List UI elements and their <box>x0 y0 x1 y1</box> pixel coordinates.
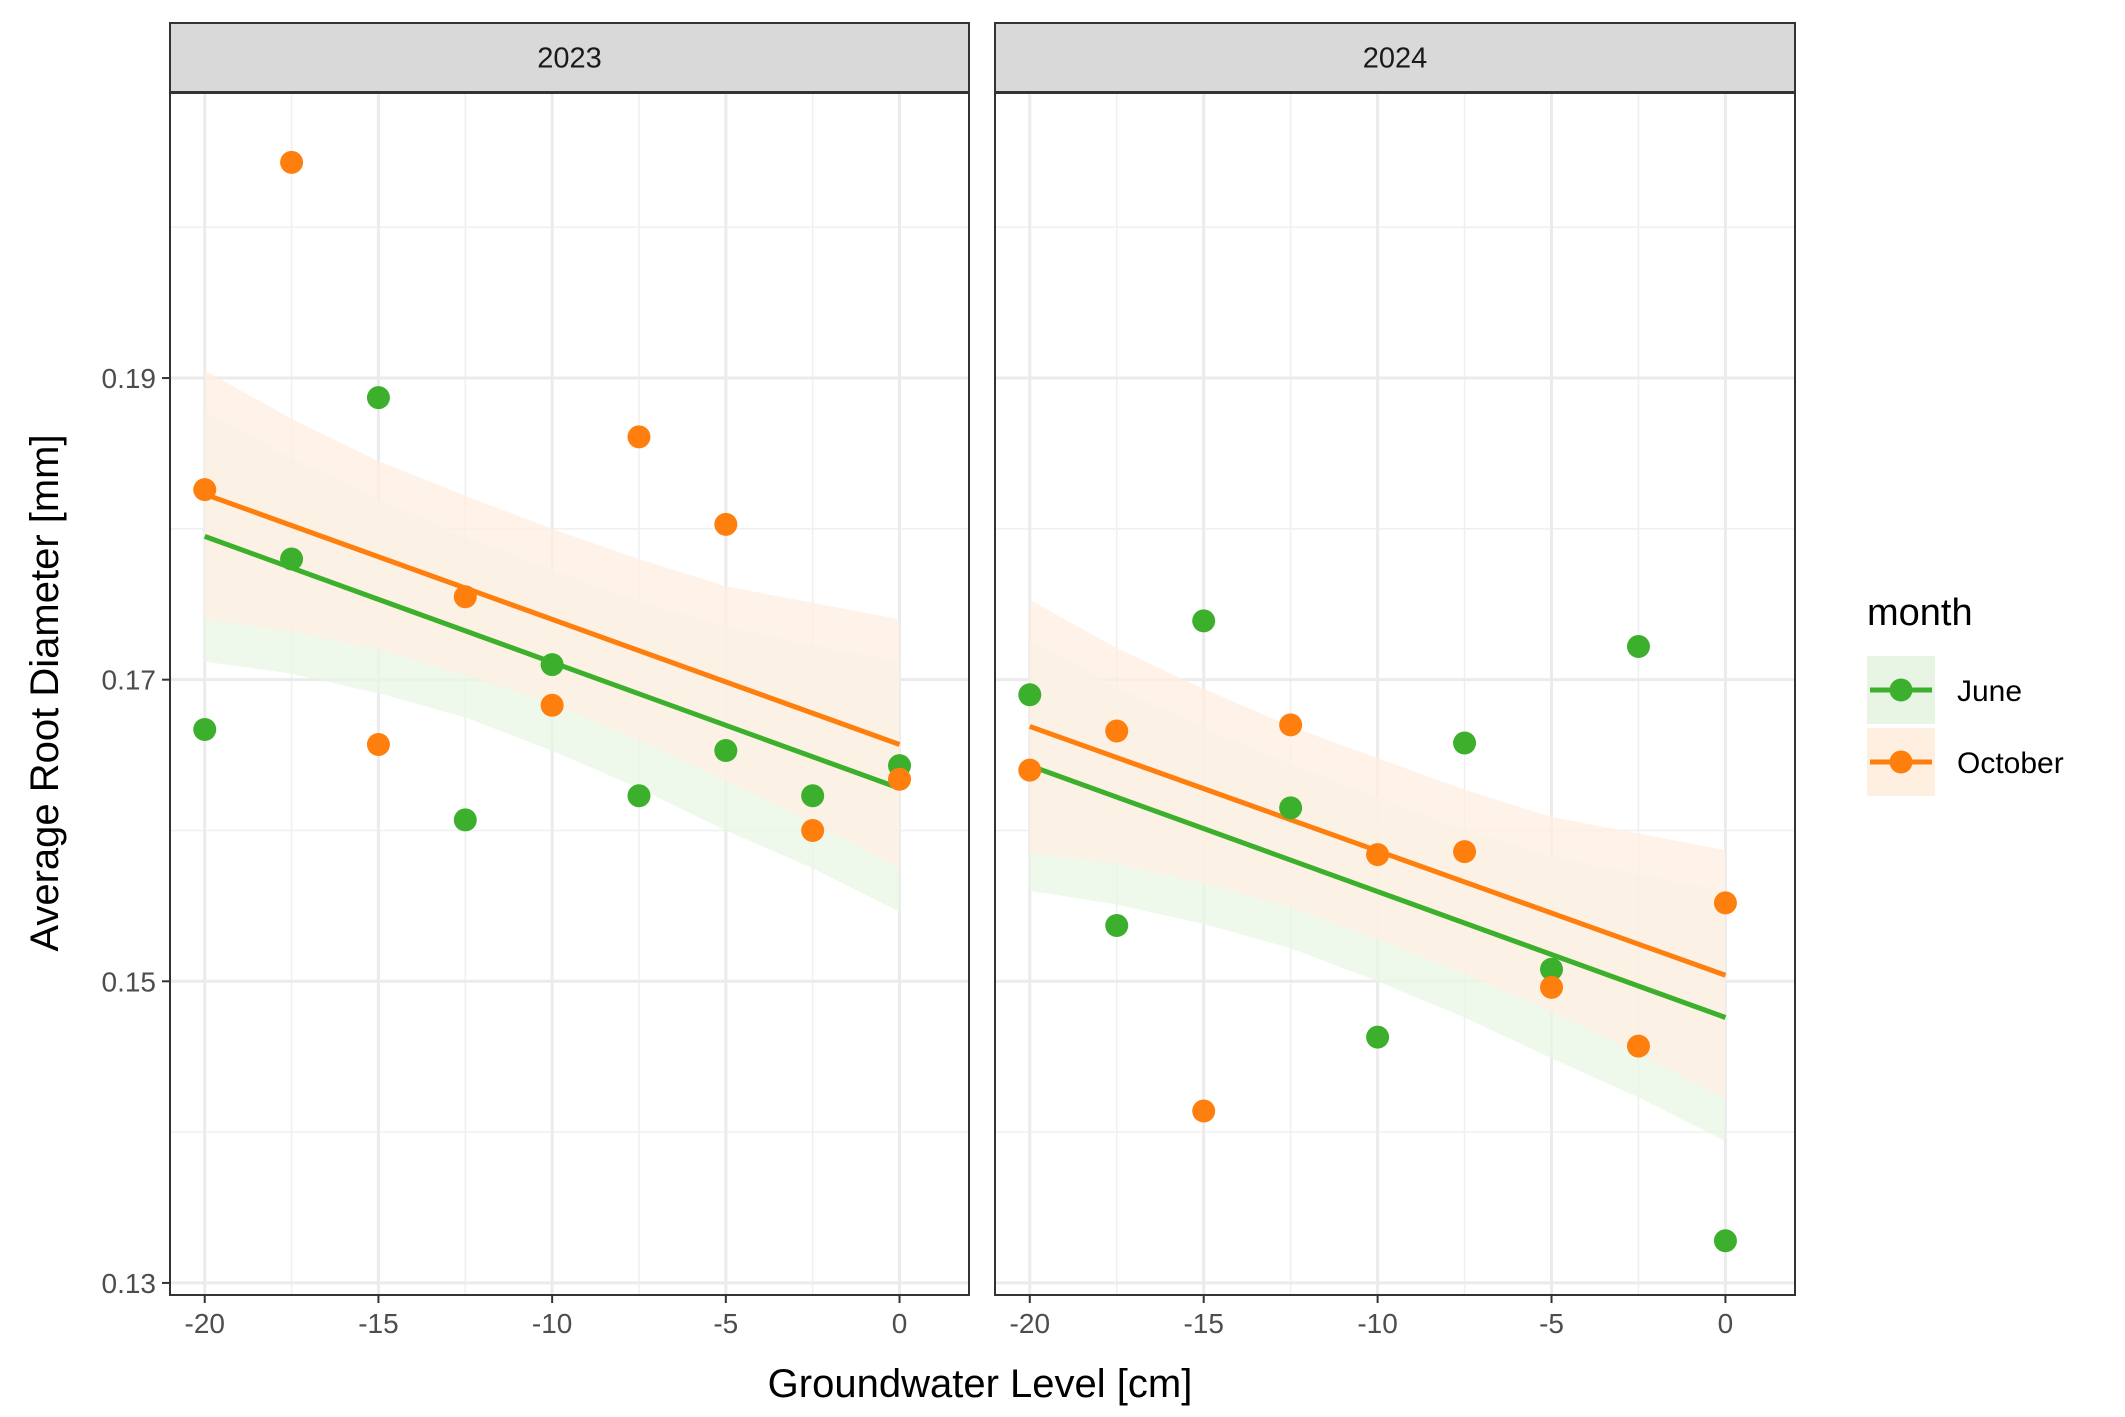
x-tick-label: -10 <box>1357 1308 1397 1339</box>
x-tick-label: -15 <box>358 1308 398 1339</box>
data-point-june <box>1713 1229 1737 1253</box>
y-tick-label: 0.19 <box>102 363 157 394</box>
x-tick-label: -5 <box>1539 1308 1564 1339</box>
data-point-june <box>714 739 738 763</box>
data-point-october <box>1105 719 1129 743</box>
panel-2024: 2024 <box>994 22 1796 1296</box>
data-point-october <box>888 767 912 791</box>
data-point-october <box>1192 1099 1216 1123</box>
data-point-october <box>366 733 390 757</box>
data-point-october <box>1366 843 1390 867</box>
y-axis: 0.13 0.15 0.17 0.19 <box>102 363 170 1299</box>
data-point-june <box>1018 683 1042 707</box>
facet-panels: 2023 2024 <box>169 22 1796 1296</box>
panel-2023: 2023 <box>169 22 970 1296</box>
legend-key-june: June <box>1867 656 2022 724</box>
data-point-october <box>1279 713 1303 737</box>
data-point-june <box>801 784 825 808</box>
x-tick-label: -20 <box>1010 1308 1050 1339</box>
x-tick-label: -10 <box>532 1308 572 1339</box>
legend-key-october: October <box>1867 728 2064 796</box>
data-point-june <box>627 784 651 808</box>
facet-strip-label: 2023 <box>537 43 602 75</box>
fit-line-june <box>1028 763 1727 1020</box>
data-point-october <box>627 425 651 449</box>
data-point-june <box>453 808 477 832</box>
x-tick-label: 0 <box>892 1308 908 1339</box>
data-point-october <box>1540 975 1564 999</box>
data-point-october <box>280 150 304 174</box>
x-tick-label: -5 <box>713 1308 738 1339</box>
y-tick-label: 0.13 <box>102 1268 157 1299</box>
data-point-june <box>366 386 390 410</box>
data-point-june <box>1540 957 1564 981</box>
panel-border <box>994 92 1796 1296</box>
data-point-june <box>1366 1025 1390 1049</box>
legend-keys: June October <box>1867 656 2064 796</box>
x-tick-label: -15 <box>1183 1308 1223 1339</box>
data-point-june <box>1279 796 1303 820</box>
facet-strip-label: 2024 <box>1363 43 1428 75</box>
data-point-june <box>280 547 304 571</box>
data-point-october <box>1018 758 1042 782</box>
legend-label: October <box>1957 747 2064 780</box>
data-point-october <box>1626 1034 1650 1058</box>
data-point-june <box>1453 731 1477 755</box>
y-tick-label: 0.17 <box>102 665 157 696</box>
data-point-june <box>1626 634 1650 658</box>
panel-border <box>169 92 970 1296</box>
legend-key-point <box>1889 750 1913 774</box>
data-point-october <box>540 693 564 717</box>
legend-label: June <box>1957 675 2022 708</box>
facet-strip <box>994 22 1796 93</box>
y-axis-title: Average Root Diameter [mm] <box>23 434 67 951</box>
y-tick-label: 0.15 <box>102 966 157 997</box>
data-point-june <box>1192 609 1216 633</box>
data-point-october <box>801 818 825 842</box>
x-axes: -20 -15 -10 -5 0 -20 -15 -10 -5 0 <box>185 1295 1734 1339</box>
data-point-june <box>1105 914 1129 938</box>
facet-strip <box>169 22 970 93</box>
data-point-october <box>1453 840 1477 864</box>
data-point-october <box>193 478 217 502</box>
data-point-october <box>714 512 738 536</box>
x-tick-label: -20 <box>185 1308 225 1339</box>
x-tick-label: 0 <box>1718 1308 1734 1339</box>
legend: month June October <box>1867 592 2064 796</box>
data-point-october <box>1713 891 1737 915</box>
data-point-june <box>540 653 564 677</box>
fit-line-october <box>203 491 901 747</box>
legend-key-point <box>1889 678 1913 702</box>
data-point-october <box>453 585 477 609</box>
x-axis-title: Groundwater Level [cm] <box>768 1362 1193 1406</box>
legend-title: month <box>1867 592 1973 634</box>
data-point-june <box>193 717 217 741</box>
